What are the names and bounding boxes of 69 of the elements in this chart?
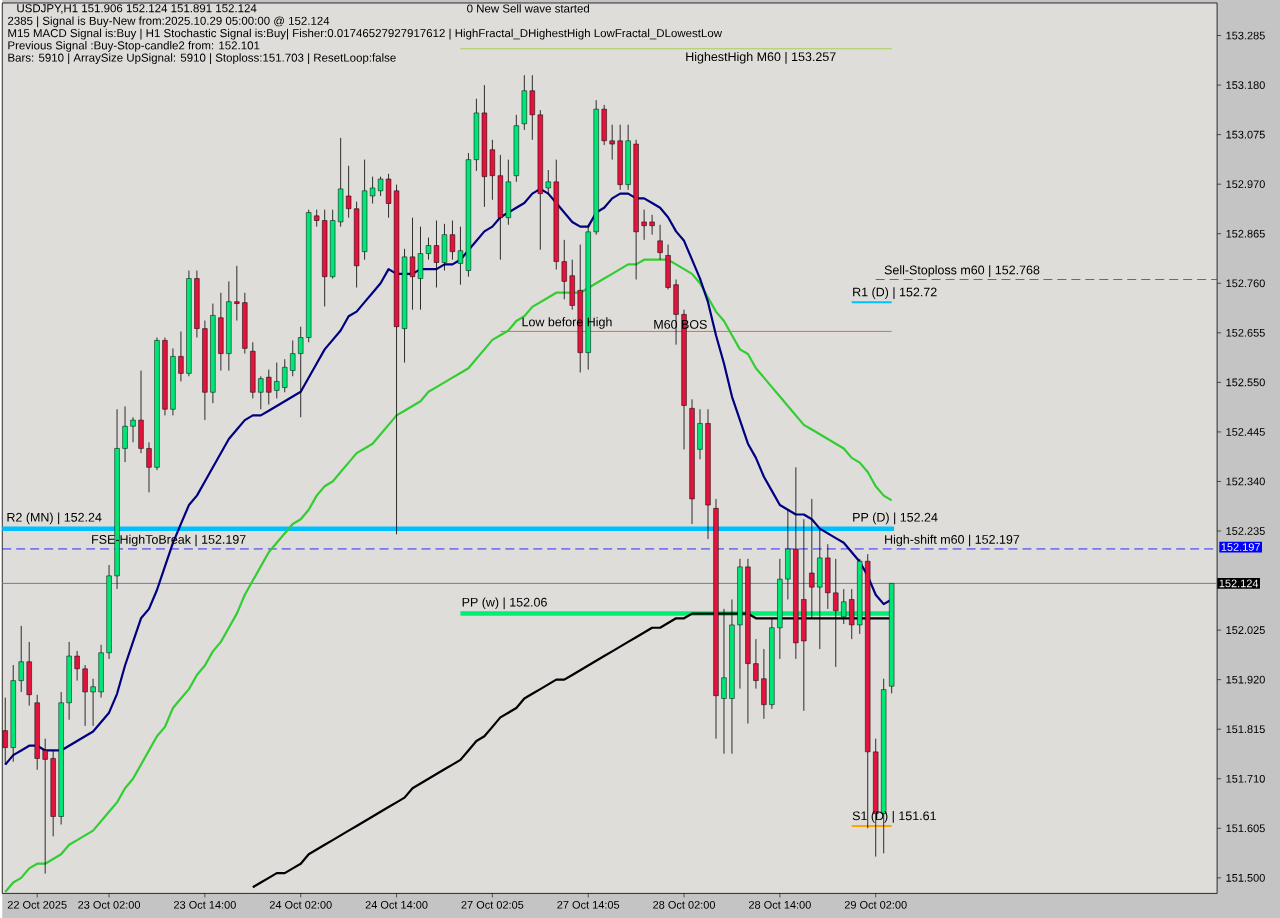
x-tick-label: 22 Oct 2025: [7, 900, 67, 909]
annotation: High-shift m60 | 152.197: [885, 534, 1020, 547]
candlestick: [377, 176, 384, 197]
candlestick: [266, 369, 272, 405]
x-tick-label: 29 Oct 02:00: [844, 900, 907, 909]
y-tick-label: 152.550: [1226, 378, 1265, 387]
chart-title: USDJPY,H1 151.906 152.124 151.891 152.124: [17, 3, 257, 14]
candlestick: [90, 678, 96, 727]
ref-line-label: HighestHigh M60 | 153.257: [686, 51, 836, 64]
candlestick: [753, 638, 759, 689]
annotation: 2385 | Signal is Buy-New from:2025.10.29 05:00:00 @ 152.124: [8, 16, 330, 28]
x-tick-label: 27 Oct 14:05: [557, 900, 620, 909]
candlestick: [178, 330, 184, 382]
candlestick: [545, 169, 551, 195]
candlestick: [345, 165, 352, 218]
x-tick-label: 23 Oct 14:00: [174, 900, 236, 909]
y-tick-label: 151.920: [1226, 675, 1265, 684]
candlestick: [298, 326, 304, 418]
annotation: Previous Signal :Buy-Stop-candle2 from: 152.101: [8, 40, 260, 52]
candlestick: [657, 224, 663, 260]
y-tick-label: 153.075: [1226, 130, 1265, 139]
candlestick: [146, 441, 152, 493]
y-tick-label: 152.445: [1226, 427, 1265, 436]
y-tick-label: 152.340: [1226, 477, 1265, 486]
candlestick: [290, 339, 296, 377]
candlestick: [641, 209, 647, 241]
candlestick: [130, 416, 136, 443]
candlestick: [282, 358, 288, 393]
candlestick: [457, 226, 464, 285]
y-tick-label: 153.285: [1226, 31, 1265, 40]
x-tick-label: 27 Oct 02:05: [461, 900, 524, 909]
y-tick-label: 151.500: [1226, 873, 1265, 882]
ref-line-label: R2 (MN) | 152.24: [7, 512, 102, 525]
y-tick-label: 151.605: [1226, 824, 1265, 832]
annotation: PP (D) | 152.24: [853, 512, 938, 525]
ref-line-label: Sell-Stoploss m60 | 152.768: [884, 265, 1040, 277]
annotation: M15 MACD Signal is:Buy | H1 Stochastic Signal is:Buy| Fisher:0.01746527927917612 | HighFractal_DHighestHigh LowFractal_DLowestLow: [8, 28, 723, 40]
y-tick-label: 153.180: [1226, 81, 1265, 89]
candlestick: [561, 239, 567, 300]
y-tick-label: 151.815: [1226, 725, 1265, 733]
candlestick: [82, 664, 88, 727]
x-tick-label: 28 Oct 14:00: [748, 900, 811, 909]
y-tick-label: 152.235: [1226, 526, 1265, 535]
candlestick: [42, 738, 48, 874]
candlestick: [649, 214, 655, 235]
x-tick-label: 24 Oct 02:00: [269, 900, 332, 909]
y-tick-label: 152.970: [1226, 180, 1265, 188]
ref-line-label: R1 (D) | 152.72: [853, 287, 937, 299]
y-tick-label: 152.025: [1226, 626, 1265, 634]
y-tick-label: 152.760: [1226, 279, 1265, 287]
y-tick-label: 151.710: [1226, 774, 1265, 783]
ref-line-label: PP (w) | 152.06: [462, 597, 547, 609]
candlestick: [18, 625, 24, 693]
text: 152.197: [1221, 542, 1260, 551]
x-tick-label: 24 Oct 14:00: [365, 900, 428, 909]
candlestick: [234, 265, 240, 321]
candlestick: [258, 375, 264, 410]
candlestick: [274, 361, 280, 399]
candlestick: [609, 124, 615, 160]
annotation: Bars: 5910 | ArraySize UpSignal: 5910 | Stoploss:151.703 | ResetLoop:false: [8, 53, 396, 64]
y-tick-label: 152.865: [1226, 229, 1265, 238]
x-tick-label: 28 Oct 02:00: [653, 900, 716, 909]
y-tick-label: 152.655: [1226, 328, 1265, 337]
candlestick: [369, 176, 376, 204]
candlestick: [74, 650, 80, 681]
candlestick: [122, 405, 128, 463]
annotation: 0 New Sell wave started: [467, 4, 590, 13]
ref-line-label: 152.124: [1219, 579, 1259, 588]
x-tick-label: 23 Oct 02:00: [78, 900, 141, 909]
